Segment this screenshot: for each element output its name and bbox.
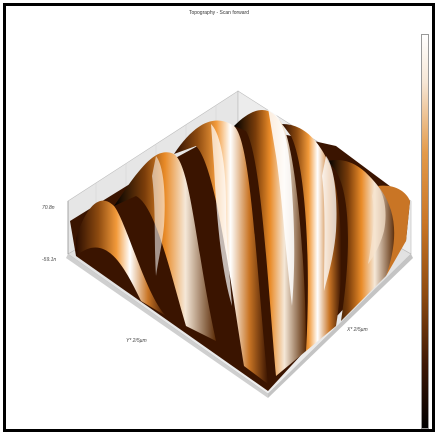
highlight-2: [211, 124, 232, 306]
colorbar-icon: [421, 34, 429, 429]
highlight-1: [268, 108, 295, 306]
window-title: Topography - Scan forward: [188, 10, 250, 16]
highlight-4: [152, 156, 165, 276]
front-skirt: [66, 254, 268, 398]
front-skirt-right: [268, 254, 413, 398]
z-bottom-label: -59.1n: [42, 257, 56, 263]
plot-window: Topography - Scan forward: [3, 3, 435, 432]
ridge-2: [114, 152, 216, 341]
topography-3d-plot[interactable]: 70.8n -59.1n Y* 2/5µm X* 2/5µm: [6, 6, 432, 429]
highlight-5: [368, 184, 386, 264]
ridge-7: [378, 185, 410, 276]
ridge-1: [76, 200, 166, 316]
x-axis-label: X* 2/5µm: [346, 327, 368, 333]
z-top-label: 70.8n: [42, 205, 55, 211]
ridge-3: [174, 120, 268, 384]
y-axis-label: Y* 2/5µm: [126, 338, 147, 344]
highlight-3: [322, 156, 337, 291]
surface: [70, 108, 410, 391]
